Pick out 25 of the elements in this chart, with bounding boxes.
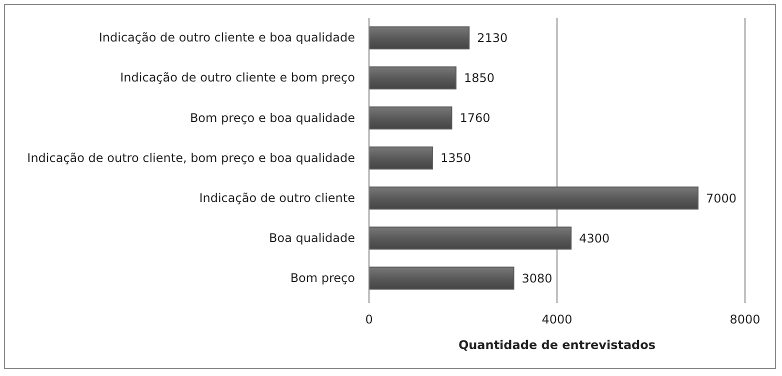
data-label: 1350 <box>440 151 471 166</box>
bar <box>368 226 572 250</box>
y-tick-label: Indicação de outro cliente <box>199 190 355 205</box>
y-tick-label: Indicação de outro cliente e bom preço <box>120 70 355 85</box>
bar <box>368 26 470 50</box>
data-label: 3080 <box>522 271 552 286</box>
data-label: 1760 <box>460 111 490 126</box>
y-tick-label: Bom preço e boa qualidade <box>190 110 355 125</box>
bar <box>368 66 456 90</box>
data-label: 1850 <box>464 71 494 86</box>
bar <box>368 146 433 170</box>
data-label: 4300 <box>579 231 610 246</box>
y-tick-label: Boa qualidade <box>269 230 355 245</box>
x-axis-title: Quantidade de entrevistados <box>458 338 656 352</box>
bar <box>368 186 698 210</box>
x-tick-label: 0 <box>365 312 373 327</box>
y-tick-label: Indicação de outro cliente e boa qualidade <box>98 30 355 45</box>
data-label: 7000 <box>706 191 737 206</box>
bar <box>368 266 514 290</box>
y-tick-label: Indicação de outro cliente, bom preço e boa qualidade <box>27 150 355 165</box>
x-tick-label: 8000 <box>730 312 760 327</box>
data-label: 2130 <box>477 31 508 46</box>
y-tick-label: Bom preço <box>290 271 355 286</box>
x-tick-label: 4000 <box>542 312 572 327</box>
bar <box>368 106 452 130</box>
